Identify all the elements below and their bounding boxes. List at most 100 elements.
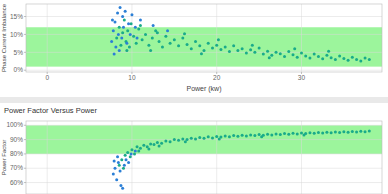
point (115, 37, 118, 40)
panel (0, 103, 388, 194)
point (351, 56, 354, 59)
point (368, 58, 371, 61)
point (158, 40, 161, 43)
point (118, 49, 121, 52)
point (121, 15, 124, 18)
point (125, 42, 128, 45)
point (313, 53, 316, 56)
tick-label: 0% (14, 66, 24, 73)
point (121, 31, 124, 34)
point (129, 155, 132, 158)
point (338, 54, 341, 57)
point (296, 132, 299, 135)
point (236, 135, 239, 138)
chart-title: Power Factor Versus Power (4, 106, 97, 115)
point (122, 26, 125, 29)
point (136, 37, 139, 40)
point (137, 150, 140, 153)
point (266, 50, 269, 53)
point (151, 37, 154, 40)
point (287, 50, 290, 53)
point (126, 29, 129, 32)
point (164, 35, 167, 38)
point (169, 42, 172, 45)
point (258, 133, 261, 136)
point (275, 51, 278, 54)
chart: 0%5%10%15%0102030Power (kw)Phase Current… (1, 3, 382, 93)
tick-label: 10% (10, 31, 23, 38)
point (303, 134, 306, 137)
point (190, 47, 193, 50)
point (266, 133, 269, 136)
point (351, 130, 354, 133)
point (334, 130, 337, 133)
point (147, 44, 150, 47)
point (142, 144, 145, 147)
point (114, 20, 117, 23)
point (258, 47, 261, 50)
point (127, 22, 130, 25)
point (122, 167, 125, 170)
point (364, 57, 367, 60)
point (241, 47, 244, 50)
grid-line (301, 121, 302, 194)
point (270, 134, 273, 137)
point (141, 38, 144, 41)
point (228, 50, 231, 53)
point (110, 40, 113, 43)
point (253, 134, 256, 137)
point (330, 56, 333, 59)
point (144, 33, 147, 36)
plot-frame (26, 121, 382, 194)
tick-label: 15% (10, 13, 23, 20)
point (123, 164, 126, 167)
point (114, 45, 117, 48)
tick-label: 100% (6, 121, 23, 128)
point (161, 45, 164, 48)
point (218, 137, 221, 140)
point (292, 53, 295, 56)
grid-line (216, 4, 217, 72)
point (135, 42, 138, 45)
axis-title: Phase Current Imbalance (1, 3, 7, 72)
plot-area (26, 4, 382, 72)
threshold-band (26, 125, 382, 154)
grid-line (26, 70, 382, 71)
point (133, 152, 136, 155)
point (327, 50, 330, 53)
point (207, 135, 210, 138)
point (116, 155, 119, 158)
point (183, 32, 186, 35)
point (152, 143, 155, 146)
point (359, 59, 362, 62)
point (203, 49, 206, 52)
point (251, 44, 254, 47)
grid-line (131, 4, 132, 72)
point (215, 135, 218, 138)
point (342, 57, 345, 60)
point (173, 38, 176, 41)
point (115, 178, 118, 181)
point (130, 148, 133, 151)
point (166, 29, 169, 32)
point (181, 37, 184, 40)
point (184, 140, 187, 143)
point (347, 59, 350, 62)
tick (24, 153, 26, 154)
point (342, 130, 345, 133)
tick-label: 70% (10, 164, 23, 171)
plot-area (26, 121, 382, 194)
point (181, 137, 184, 140)
tick-label: 20 (213, 74, 221, 81)
point (359, 130, 362, 133)
point (249, 134, 252, 137)
point (217, 38, 220, 41)
point (156, 31, 159, 34)
point (283, 132, 286, 135)
point (139, 19, 142, 22)
point (198, 136, 201, 139)
point (190, 137, 193, 140)
point (219, 48, 222, 51)
point (211, 47, 214, 50)
point (321, 132, 324, 135)
